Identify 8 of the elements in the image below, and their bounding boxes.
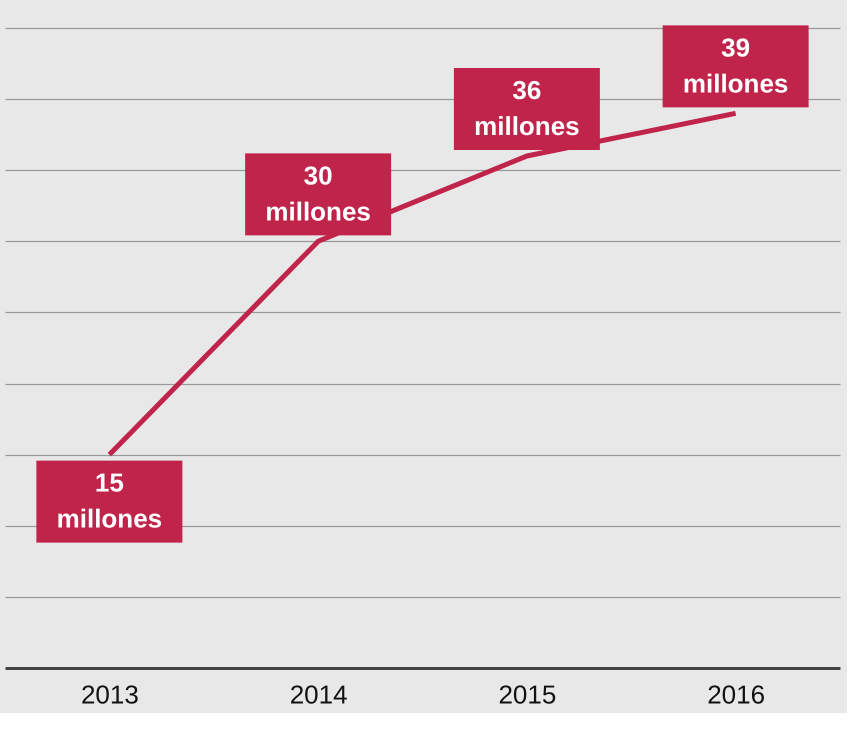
x-tick-label: 2016 (707, 680, 766, 710)
data-label: 30 millones (265, 160, 371, 226)
data-label: 39 millones (682, 32, 788, 98)
data-label: 36 millones (474, 75, 580, 141)
data-label: 15 millones (56, 468, 162, 534)
x-tick-label: 2015 (498, 680, 556, 710)
x-tick-label: 2014 (290, 680, 348, 710)
x-tick-label: 2013 (80, 680, 139, 710)
